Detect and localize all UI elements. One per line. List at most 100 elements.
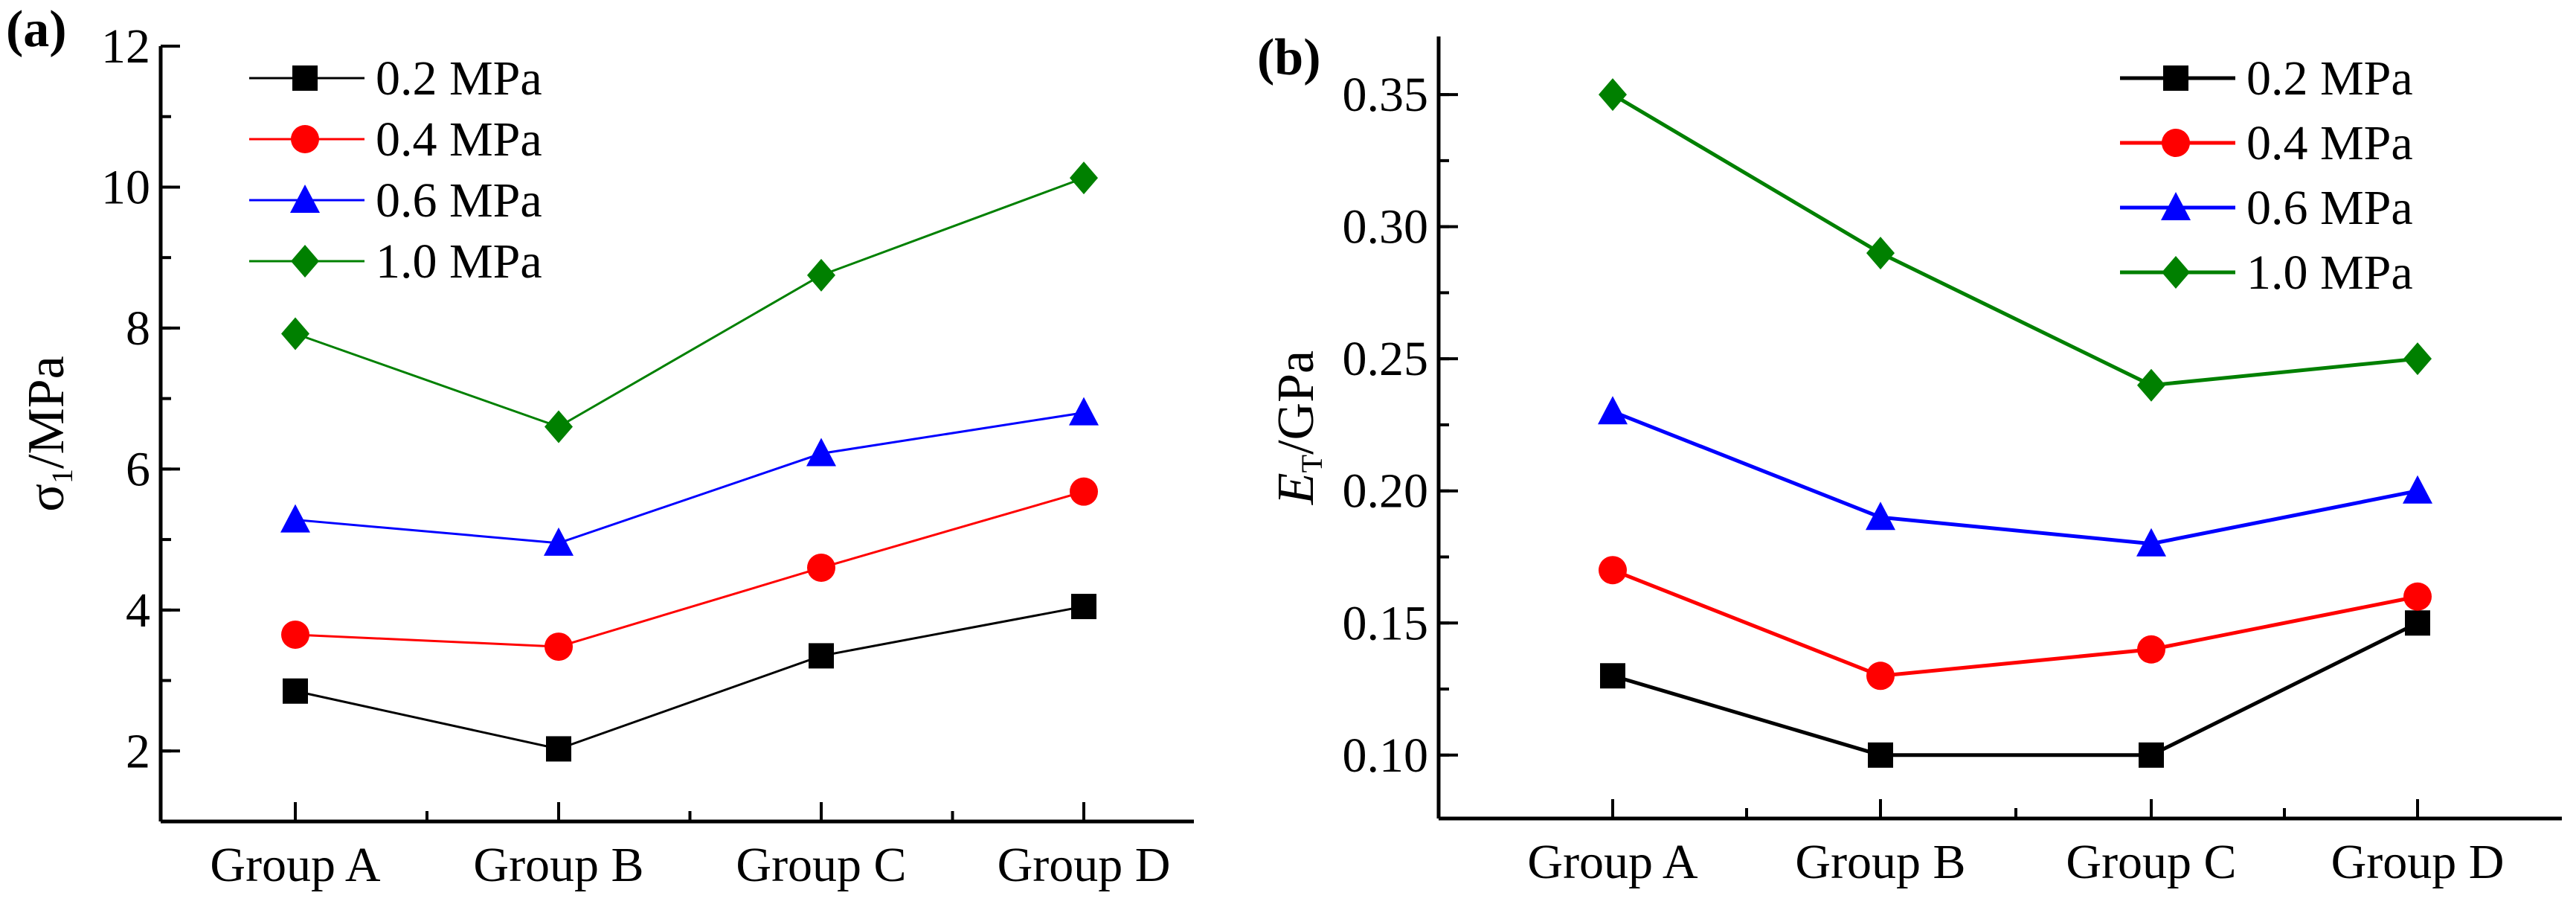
series-line (1612, 621, 2419, 757)
legend-entry: 1.0 MPa (249, 234, 542, 289)
legend-marker (291, 245, 319, 278)
series-0-6-MPa (1598, 396, 2432, 557)
x-tick-label: Group A (210, 838, 381, 892)
legend-label: 0.6 MPa (376, 173, 542, 228)
x-tick-label: Group B (1795, 835, 1965, 889)
data-point (281, 317, 309, 350)
y-tick-label: 12 (101, 19, 150, 74)
data-point (809, 643, 834, 669)
y-tick-label: 0.20 (1343, 464, 1429, 519)
x-tick-label: Group D (998, 838, 1171, 892)
data-point (2137, 635, 2165, 664)
data-point (280, 504, 310, 533)
y-axis-label-symbol: σ (18, 484, 75, 512)
series-line (295, 411, 1085, 545)
data-point (2403, 475, 2432, 504)
legend-label: 0.4 MPa (376, 112, 542, 167)
y-axis-label-subscript: 1 (45, 469, 79, 484)
data-point (1598, 396, 1628, 425)
data-point (544, 527, 574, 556)
y-axis-label-unit: /MPa (18, 356, 75, 469)
data-point (2403, 582, 2432, 611)
data-point (1866, 661, 1895, 691)
series-1-0-MPa (281, 161, 1098, 443)
series-0-6-MPa (280, 397, 1099, 556)
data-point (1070, 161, 1098, 195)
y-tick-label: 0.35 (1343, 68, 1429, 122)
series-1-0-MPa (1599, 78, 2432, 402)
y-tick-label: 10 (101, 160, 150, 214)
y-tick-label: 0.10 (1343, 728, 1429, 783)
data-point (545, 632, 573, 661)
y-axis-label-unit: /GPa (1268, 350, 1325, 455)
data-point (2139, 742, 2164, 768)
legend-label: 0.4 MPa (2246, 116, 2413, 170)
data-point (545, 410, 573, 443)
series-line (1612, 568, 2418, 678)
chart-panel-b: 0.10 0.15 0.20 0.25 0.30 0.35 Group A Group B Gr… (1257, 29, 2562, 889)
legend-label: 0.2 MPa (376, 51, 542, 106)
legend-marker (292, 65, 318, 91)
series-line (295, 605, 1085, 750)
legend-entry: 0.2 MPa (2120, 51, 2413, 106)
y-tick-label: 6 (126, 442, 150, 496)
legend-marker (2163, 65, 2188, 91)
y-tick-label: 0.30 (1343, 200, 1429, 254)
legend-entry: 0.6 MPa (2120, 181, 2413, 235)
data-point (546, 736, 571, 762)
series-line (1612, 409, 2418, 546)
data-point (807, 553, 835, 582)
data-point (1868, 742, 1893, 768)
y-tick-label: 0.25 (1343, 332, 1429, 386)
series-0-2-MPa (283, 594, 1096, 762)
y-axis-label: ET/GPa (1268, 350, 1329, 505)
data-point (2137, 368, 2165, 402)
legend-entry: 0.2 MPa (249, 51, 542, 106)
legend-label: 0.6 MPa (2246, 181, 2413, 235)
legend-entry: 1.0 MPa (2120, 246, 2413, 300)
legend-marker (290, 185, 320, 213)
y-tick-label: 4 (126, 583, 150, 638)
y-axis-label-subscript: T (1295, 455, 1329, 472)
data-point (1070, 477, 1098, 506)
legend-label: 1.0 MPa (376, 234, 542, 289)
x-tick-label: Group A (1527, 835, 1698, 889)
legend-marker (291, 125, 319, 153)
x-tick-label: Group D (2331, 835, 2505, 889)
legend-marker (2162, 256, 2190, 289)
panel-label: (a) (6, 1, 67, 58)
y-tick-label: 0.15 (1343, 596, 1429, 650)
data-point (2403, 342, 2432, 376)
data-point (283, 678, 308, 704)
data-point (806, 438, 836, 467)
x-tick-label: Group C (736, 838, 906, 892)
data-point (807, 258, 835, 292)
data-point (2405, 610, 2430, 636)
data-point (2136, 528, 2166, 557)
y-tick-label: 8 (126, 301, 150, 356)
data-point (281, 620, 309, 649)
chart-panel-a: 2 4 6 8 10 12 Group A Group B Group C Group D (a) σ… (6, 1, 1194, 892)
series-line (295, 176, 1085, 429)
series-line (295, 490, 1085, 648)
y-tick-label: 2 (126, 724, 150, 778)
legend-label: 1.0 MPa (2246, 246, 2413, 300)
legend-entry: 0.4 MPa (249, 112, 542, 167)
data-point (1069, 397, 1099, 426)
data-point (1599, 556, 1627, 585)
x-tick-label: Group B (473, 838, 643, 892)
data-point (1866, 237, 1895, 270)
x-tick-label: Group C (2066, 835, 2236, 889)
legend-marker (2162, 129, 2190, 157)
series-line (1611, 92, 2418, 388)
data-point (1866, 502, 1895, 531)
series-0-2-MPa (1600, 610, 2430, 768)
y-axis-label: σ1/MPa (18, 356, 79, 511)
data-point (1600, 663, 1625, 689)
y-axis-label-symbol: E (1268, 472, 1325, 505)
series-0-4-MPa (1599, 556, 2432, 691)
legend-entry: 0.6 MPa (249, 173, 542, 228)
legend-entry: 0.4 MPa (2120, 116, 2413, 170)
series-0-4-MPa (281, 477, 1098, 661)
